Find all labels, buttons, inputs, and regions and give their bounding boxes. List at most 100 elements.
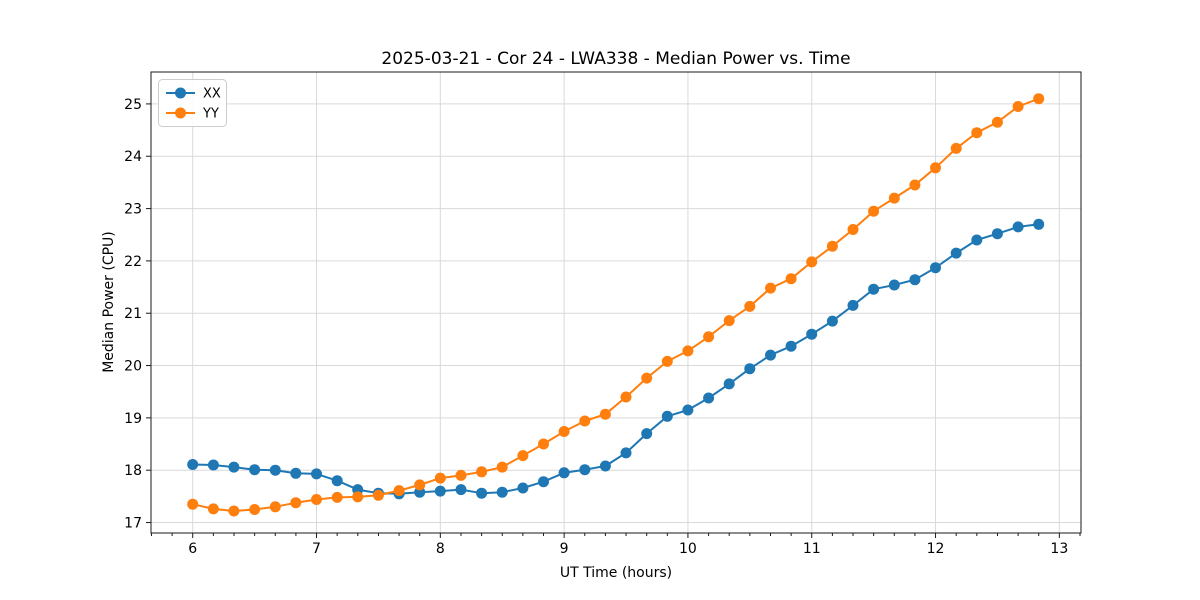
data-point-yy	[290, 497, 302, 509]
data-point-yy	[950, 142, 962, 154]
data-point-yy	[517, 450, 529, 462]
y-tick-label: 22	[124, 254, 142, 270]
data-point-yy	[1033, 93, 1045, 105]
data-point-yy	[847, 224, 859, 235]
data-point-xx	[476, 487, 488, 499]
data-point-xx	[249, 464, 261, 476]
x-tick-label: 11	[803, 541, 821, 557]
data-point-yy	[1012, 101, 1024, 112]
data-point-xx	[269, 464, 281, 476]
data-point-xx	[455, 484, 467, 496]
data-point-yy	[434, 472, 446, 484]
y-tick-label: 17	[124, 516, 142, 532]
data-point-xx	[723, 378, 735, 390]
data-point-xx	[888, 279, 900, 291]
data-point-xx	[909, 274, 921, 286]
data-point-yy	[311, 494, 322, 505]
data-point-yy	[723, 315, 735, 327]
data-point-xx	[228, 461, 240, 473]
data-point-yy	[703, 331, 715, 343]
plot-border	[150, 71, 1082, 534]
data-point-yy	[414, 479, 426, 491]
data-point-xx	[971, 234, 983, 246]
data-point-xx	[661, 410, 673, 422]
data-point-xx	[703, 392, 715, 404]
x-tick-label: 10	[679, 541, 697, 557]
legend-label-xx: XX	[203, 87, 221, 102]
data-point-xx	[599, 460, 611, 472]
legend-item-xx: XX	[166, 87, 221, 102]
data-point-xx	[207, 459, 219, 471]
x-tick-label: 8	[436, 541, 445, 557]
legend-label-yy: YY	[202, 107, 219, 122]
data-point-yy	[599, 408, 611, 420]
data-point-yy	[682, 345, 694, 357]
data-point-xx	[558, 467, 570, 479]
data-point-yy	[826, 240, 838, 252]
data-point-yy	[249, 504, 261, 515]
series-line-yy	[192, 97, 1040, 512]
data-point-yy	[372, 489, 384, 501]
data-point-xx	[641, 428, 653, 440]
data-point-xx	[290, 467, 302, 479]
data-point-yy	[806, 256, 818, 268]
data-point-yy	[765, 282, 776, 294]
y-tick-label: 20	[124, 359, 142, 375]
data-point-yy	[331, 491, 343, 503]
data-point-xx	[1033, 218, 1045, 230]
data-point-yy	[579, 415, 591, 427]
data-point-xx	[434, 485, 446, 497]
data-point-yy	[496, 461, 508, 473]
grid-lines	[151, 72, 1081, 533]
data-point-yy	[868, 205, 880, 217]
data-point-xx	[826, 315, 838, 327]
data-point-xx	[187, 459, 199, 470]
data-point-xx	[311, 468, 322, 480]
y-tick-label: 21	[124, 306, 142, 322]
data-point-xx	[765, 349, 776, 361]
data-point-yy	[991, 116, 1003, 128]
data-point-yy	[641, 372, 653, 384]
data-point-xx	[785, 340, 797, 352]
data-point-yy	[538, 438, 549, 450]
series-xx	[187, 218, 1045, 500]
x-tick-label: 9	[560, 541, 569, 557]
data-point-xx	[682, 404, 694, 416]
data-point-yy	[393, 485, 405, 497]
data-point-yy	[476, 466, 488, 478]
x-tick-label: 6	[188, 541, 197, 557]
series-line-xx	[192, 223, 1039, 495]
data-point-xx	[847, 299, 859, 311]
data-point-xx	[950, 247, 962, 259]
data-point-xx	[538, 476, 549, 488]
data-point-yy	[558, 426, 570, 437]
data-point-xx	[579, 464, 591, 476]
data-point-yy	[455, 469, 467, 481]
data-point-yy	[620, 391, 632, 403]
data-point-xx	[517, 482, 529, 494]
x-tick-label: 13	[1050, 541, 1068, 557]
data-point-xx	[806, 328, 818, 340]
y-tick-label: 18	[124, 463, 142, 479]
data-point-xx	[1012, 221, 1024, 233]
data-point-yy	[269, 501, 281, 513]
data-series	[187, 93, 1045, 517]
series-yy	[187, 93, 1045, 517]
legend-marker-yy-icon	[175, 107, 186, 119]
data-point-xx	[620, 447, 632, 459]
data-point-yy	[228, 505, 240, 517]
data-point-yy	[187, 498, 199, 510]
y-tick-label: 25	[124, 97, 142, 113]
data-point-yy	[352, 491, 364, 503]
data-point-yy	[888, 192, 900, 204]
data-point-yy	[207, 503, 219, 515]
data-point-xx	[331, 475, 343, 487]
y-axis-label: Median Power (CPU)	[101, 231, 117, 373]
chart-title: 2025-03-21 - Cor 24 - LWA338 - Median Po…	[381, 49, 850, 69]
data-point-xx	[930, 262, 941, 274]
data-point-yy	[744, 300, 756, 312]
legend-marker-xx-icon	[175, 87, 186, 99]
data-point-yy	[971, 127, 983, 139]
